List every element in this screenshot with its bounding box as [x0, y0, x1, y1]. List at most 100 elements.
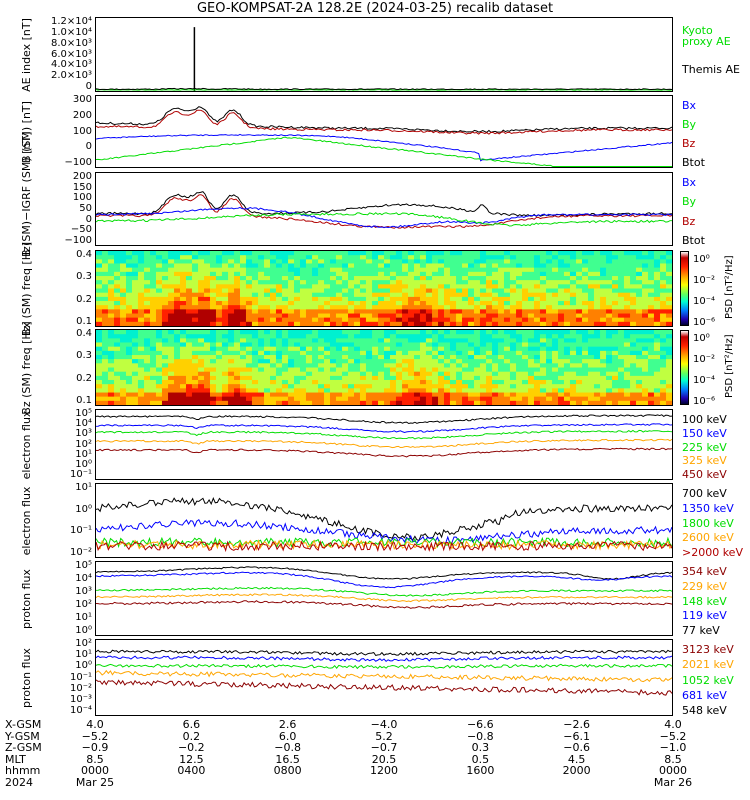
heatmap-cell	[660, 355, 667, 360]
heatmap-cell	[552, 371, 559, 377]
heatmap-cell	[264, 350, 271, 356]
heatmap-cell	[107, 346, 115, 352]
heatmap-cell	[335, 388, 343, 394]
heatmap-cell	[365, 371, 373, 377]
heatmap-cell	[636, 400, 643, 405]
heatmap-cell	[359, 309, 367, 315]
heatmap-cell	[354, 305, 361, 310]
y-tick-label: 10⁻²	[69, 547, 92, 558]
heatmap-cell	[462, 255, 469, 260]
heatmap-cell	[155, 350, 163, 356]
heatmap-cell	[101, 396, 109, 402]
heatmap-cell	[348, 276, 355, 281]
heatmap-cell	[240, 276, 247, 281]
heatmap-cell	[180, 334, 187, 339]
heatmap-cell	[449, 371, 457, 377]
heatmap-cell	[378, 317, 385, 323]
heatmap-cell	[516, 359, 523, 364]
heatmap-cell	[245, 251, 253, 256]
heatmap-cell	[191, 359, 199, 364]
heatmap-cell	[389, 284, 397, 290]
heatmap-cell	[486, 288, 493, 294]
heatmap-cell	[468, 392, 475, 398]
legend-entry: 100 keV	[682, 413, 727, 426]
heatmap-cell	[359, 367, 367, 373]
heatmap-cell	[569, 346, 577, 352]
heatmap-cell	[443, 321, 451, 326]
heatmap-cell	[443, 259, 451, 265]
heatmap-cell	[204, 359, 211, 364]
heatmap-cell	[144, 355, 151, 360]
heatmap-cell	[180, 271, 187, 277]
heatmap-cell	[150, 321, 157, 326]
heatmap-cell	[636, 280, 643, 285]
heatmap-cell	[324, 276, 331, 281]
heatmap-cell	[606, 305, 613, 310]
heatmap-cell	[281, 371, 289, 377]
heatmap-cell	[462, 267, 469, 273]
heatmap-cell	[144, 400, 151, 405]
heatmap-cell	[468, 300, 475, 306]
heatmap-cell	[150, 284, 157, 290]
heatmap-cell	[114, 313, 121, 319]
heatmap-cell	[198, 334, 205, 339]
heatmap-cell	[131, 367, 139, 373]
heatmap-cell	[413, 400, 421, 405]
heatmap-cell	[329, 359, 337, 364]
heatmap-cell	[324, 359, 331, 364]
heatmap-cell	[516, 280, 523, 285]
heatmap-cell	[258, 367, 265, 373]
heatmap-cell	[131, 379, 139, 385]
heatmap-cell	[438, 396, 445, 402]
heatmap-cell	[473, 359, 481, 364]
heatmap-cell	[221, 346, 229, 352]
legend-entry: Bx	[682, 176, 697, 189]
heatmap-cell	[114, 392, 121, 398]
heatmap-cell	[600, 379, 607, 385]
heatmap-cell	[503, 400, 511, 405]
heatmap-cell	[425, 292, 433, 298]
heatmap-cell	[587, 271, 595, 277]
heatmap-cell	[180, 309, 187, 315]
heatmap-cell	[305, 330, 313, 335]
heatmap-cell	[275, 259, 283, 265]
heatmap-cell	[576, 292, 583, 298]
heatmap-cell	[660, 392, 667, 398]
heatmap-cell	[425, 259, 433, 265]
heatmap-cell	[342, 284, 349, 290]
heatmap-cell	[96, 388, 103, 394]
heatmap-cell	[312, 338, 319, 344]
heatmap-cell	[456, 280, 463, 285]
heatmap-cell	[593, 375, 601, 381]
heatmap-cell	[593, 255, 601, 260]
heatmap-cell	[636, 296, 643, 302]
heatmap-cell	[342, 350, 349, 356]
legend-entry: 150 keV	[682, 426, 727, 440]
heatmap-cell	[606, 271, 613, 277]
heatmap-cell	[576, 388, 583, 394]
heatmap-cell	[402, 317, 409, 323]
heatmap-cell	[522, 255, 529, 260]
heatmap-cell	[516, 371, 523, 377]
heatmap-cell	[413, 392, 421, 398]
heatmap-cell	[354, 288, 361, 294]
heatmap-cell	[498, 346, 505, 352]
heatmap-cell	[204, 375, 211, 381]
heatmap-cell	[96, 292, 103, 298]
heatmap-cell	[462, 280, 469, 285]
heatmap-cell	[234, 317, 241, 323]
heatmap-cell	[449, 355, 457, 360]
heatmap-cell	[191, 375, 199, 381]
heatmap-cell	[576, 271, 583, 277]
heatmap-cell	[101, 342, 109, 348]
heatmap-cell	[473, 338, 481, 344]
heatmap-cell	[456, 338, 463, 344]
heatmap-cell	[305, 284, 313, 290]
heatmap-cell	[161, 321, 169, 326]
heatmap-cell	[120, 296, 127, 302]
heatmap-cell	[378, 371, 385, 377]
heatmap-cell	[486, 313, 493, 319]
heatmap-cell	[234, 309, 241, 315]
heatmap-cell	[324, 317, 331, 323]
legend-entry: 1052 keV	[682, 673, 734, 687]
